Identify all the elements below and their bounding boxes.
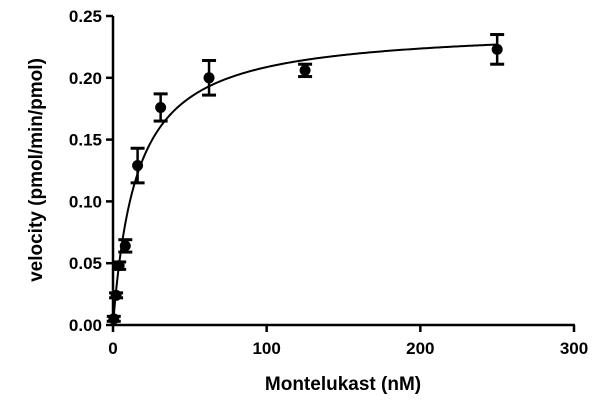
data-point-group <box>153 92 168 123</box>
data-points-layer <box>106 33 505 325</box>
fit-curve-layer <box>112 43 498 326</box>
x-tick-label: 0 <box>108 339 117 358</box>
y-axis-title: velocity (pmol/min/pmol) <box>26 58 47 282</box>
data-point-group <box>112 260 127 272</box>
data-point <box>113 260 125 272</box>
data-point-group <box>298 62 313 79</box>
x-axis-title: Montelukast (nM) <box>265 374 421 395</box>
data-point <box>119 240 131 252</box>
data-point-group <box>118 238 133 254</box>
data-point <box>203 72 215 84</box>
y-tick-label: 0.05 <box>69 254 102 273</box>
x-tick-label: 100 <box>252 339 280 358</box>
data-point-group <box>202 58 217 97</box>
y-tick-label: 0.20 <box>69 69 102 88</box>
data-point-group <box>490 33 505 66</box>
data-point <box>108 313 120 325</box>
data-point-group <box>109 289 124 301</box>
data-point <box>299 64 311 76</box>
data-point <box>132 160 144 172</box>
x-tick-label: 200 <box>406 339 434 358</box>
fit-curve <box>112 43 498 326</box>
y-tick-label: 0.15 <box>69 131 102 150</box>
x-tick-label: 300 <box>560 339 588 358</box>
data-point <box>110 289 122 301</box>
data-point-group <box>106 313 121 325</box>
y-tick-label: 0.10 <box>69 192 102 211</box>
axes: 0.00 0.05 0.10 0.15 0.20 0.25 0 100 200 300 <box>69 7 588 358</box>
data-point <box>155 101 167 113</box>
data-point-group <box>130 146 145 185</box>
y-tick-label: 0.25 <box>69 7 102 26</box>
data-point <box>491 43 503 55</box>
y-tick-label: 0.00 <box>69 316 102 335</box>
